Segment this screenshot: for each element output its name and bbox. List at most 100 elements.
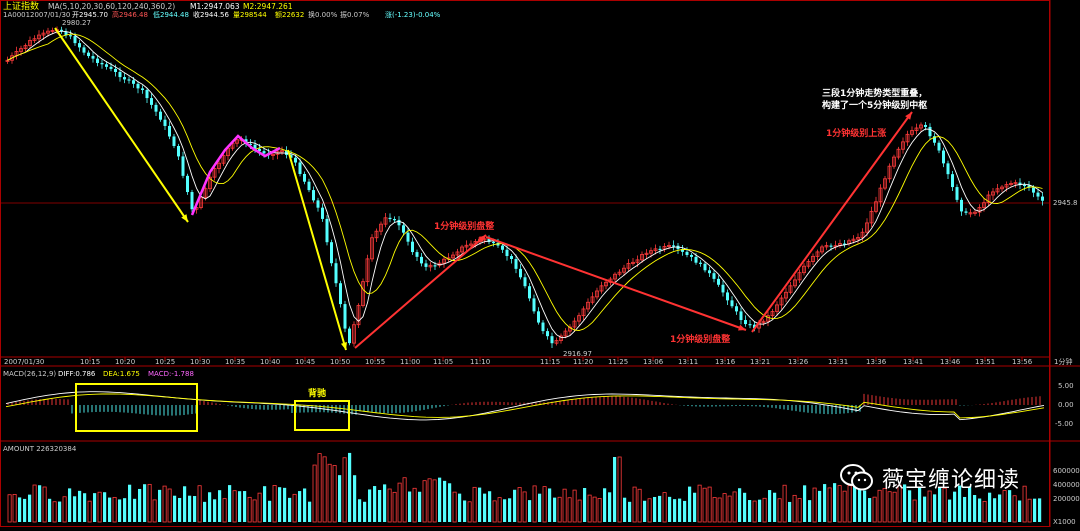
- candle-body: [626, 263, 631, 269]
- amount-bar: [203, 501, 207, 522]
- candle-body: [150, 98, 153, 105]
- amount-bar: [147, 483, 152, 523]
- candle-body: [919, 124, 923, 129]
- candle-body: [712, 273, 716, 279]
- amount-bar: [903, 484, 907, 522]
- annotation-uptrend: 1分钟级别上涨: [826, 127, 887, 139]
- candle-body: [1000, 186, 1004, 190]
- ma5-line: [7, 30, 1043, 338]
- candle-body: [806, 261, 811, 267]
- candle-body: [271, 153, 275, 156]
- macd-diff: DIFF:0.786: [58, 370, 96, 378]
- amount-bar: [278, 487, 282, 522]
- candle-body: [537, 311, 540, 323]
- amount-bar: [923, 496, 927, 522]
- amount-bar: [1027, 498, 1032, 523]
- amount-bar: [108, 497, 112, 522]
- candle-body: [869, 210, 874, 224]
- candle-body: [109, 66, 113, 69]
- candle-body: [370, 237, 374, 260]
- candle-body: [1023, 184, 1026, 187]
- candle-body: [739, 311, 743, 321]
- amount-bar: [303, 488, 307, 522]
- candle-body: [924, 124, 927, 127]
- candle-body: [411, 241, 414, 253]
- candle-body: [843, 243, 846, 245]
- candle-body: [797, 272, 802, 281]
- candle-body: [505, 249, 509, 257]
- amount-bar: [683, 500, 687, 522]
- candle-body: [933, 136, 936, 143]
- candle-body: [87, 52, 90, 57]
- candle-body: [145, 90, 149, 99]
- candle-body: [154, 104, 158, 112]
- amount-bar: [363, 501, 367, 522]
- amount-bar: [727, 495, 732, 523]
- candle-body: [554, 340, 559, 344]
- amount-bar: [948, 499, 952, 522]
- candle-body: [964, 211, 968, 213]
- divergence-box-right: [294, 400, 350, 431]
- candle-body: [528, 286, 531, 299]
- amount-label: AMOUNT 226320384: [3, 445, 77, 453]
- macd-tick-zero: 0.00: [1058, 401, 1074, 409]
- amount-bar: [472, 486, 477, 523]
- candle-body: [770, 311, 775, 317]
- candle-body: [510, 256, 513, 260]
- candle-body: [69, 35, 72, 37]
- amount-bar: [938, 487, 942, 522]
- amount-bar: [342, 457, 347, 523]
- amount-bar: [28, 494, 32, 522]
- candle-body: [681, 249, 684, 252]
- candle-body: [599, 285, 604, 292]
- amount-bar: [583, 488, 587, 522]
- amount-bar: [392, 491, 397, 523]
- candle-body: [883, 178, 887, 189]
- amount-bar: [587, 494, 592, 523]
- candle-body: [379, 223, 383, 232]
- candle-body: [973, 211, 977, 214]
- candle-body: [550, 336, 554, 344]
- candle-body: [172, 136, 176, 146]
- amount-bar: [378, 489, 382, 522]
- candle-body: [519, 268, 522, 278]
- amount-bar: [1012, 495, 1017, 523]
- amount-bar: [167, 488, 172, 523]
- amount-bar: [688, 486, 692, 522]
- divergence-box-left: [75, 383, 198, 432]
- candle-body: [667, 244, 671, 247]
- amount-tick-600k: 600000: [1053, 467, 1080, 475]
- yellow-arrow-2: [287, 149, 347, 351]
- amount-bar: [803, 485, 807, 522]
- time-tick-label: 13:26: [788, 358, 809, 366]
- candle-body: [253, 144, 257, 149]
- amount-bar: [958, 485, 962, 522]
- candle-body: [635, 259, 640, 263]
- amount-bar: [912, 499, 917, 523]
- amount-bar: [257, 492, 262, 523]
- amount-bar: [263, 486, 267, 522]
- amount-bar: [833, 483, 837, 522]
- amount-bar: [887, 491, 892, 523]
- candle-body: [262, 151, 266, 154]
- candle-body: [748, 324, 752, 326]
- amount-bar: [673, 499, 677, 522]
- candle-body: [19, 48, 23, 52]
- amount-bar: [78, 490, 82, 522]
- candle-body: [865, 222, 869, 233]
- amount-bar: [553, 497, 557, 522]
- amount-bar: [23, 498, 27, 522]
- candle-body: [186, 175, 189, 193]
- amount-bar: [353, 475, 357, 522]
- yellow-arrow-2-head: [340, 342, 347, 350]
- amount-bar: [647, 498, 652, 523]
- macd-dea: DEA:1.675: [103, 370, 140, 378]
- quote-date: 2007/01/30: [30, 11, 70, 19]
- amount-bar: [188, 495, 192, 522]
- candle-body: [793, 279, 797, 287]
- change-value: 涨(-1.23)-0.04%: [385, 10, 441, 19]
- amount-bar: [247, 496, 252, 523]
- candle-body: [977, 207, 982, 213]
- amount-bar: [982, 500, 987, 523]
